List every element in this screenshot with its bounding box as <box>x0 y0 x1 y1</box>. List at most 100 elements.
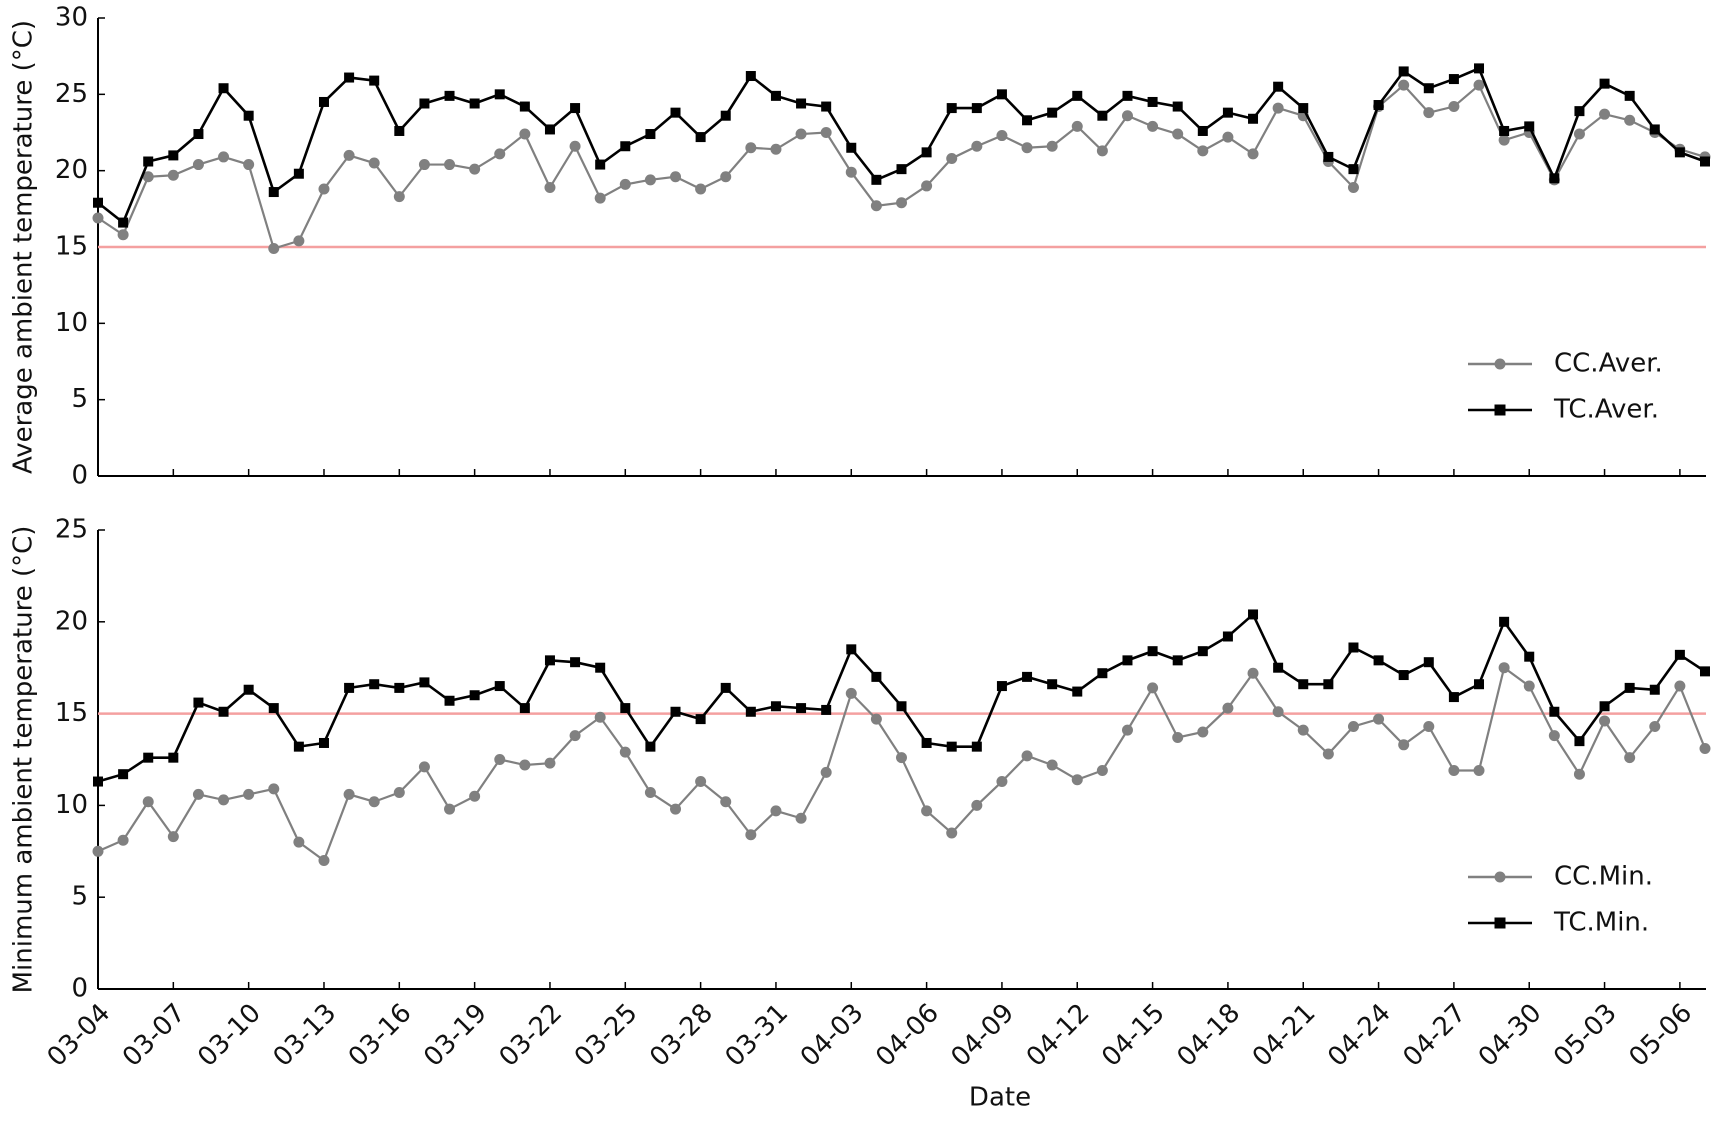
x-tick-label: 03-13 <box>268 998 343 1073</box>
marker <box>243 684 254 695</box>
marker <box>996 776 1008 788</box>
marker <box>1624 752 1636 764</box>
marker <box>594 711 606 723</box>
marker <box>1699 666 1710 677</box>
x-tick-label: 05-03 <box>1548 998 1623 1073</box>
marker <box>1273 662 1284 673</box>
marker <box>293 235 305 247</box>
y-axis-label: Minimum ambient temperature (°C) <box>9 526 39 994</box>
marker <box>946 827 958 839</box>
marker <box>142 171 154 183</box>
marker <box>1624 90 1635 101</box>
marker <box>444 803 456 815</box>
marker <box>92 845 104 857</box>
legend-label: TC.Aver. <box>1553 395 1659 425</box>
marker <box>142 796 154 808</box>
marker <box>1649 720 1661 732</box>
marker <box>1674 649 1685 660</box>
marker <box>921 180 933 192</box>
marker <box>720 110 731 121</box>
marker <box>143 156 154 167</box>
marker <box>770 90 781 101</box>
marker <box>419 98 430 109</box>
y-tick-label: 5 <box>71 882 88 912</box>
marker <box>1373 100 1384 111</box>
marker <box>1172 731 1184 743</box>
marker <box>1448 692 1459 703</box>
y-tick-label: 30 <box>55 3 88 33</box>
x-axis-label: Date <box>969 1083 1031 1113</box>
marker <box>1071 120 1083 132</box>
marker <box>770 805 782 817</box>
marker <box>1494 404 1506 416</box>
marker <box>268 187 279 198</box>
marker <box>796 98 807 109</box>
marker <box>1247 667 1259 679</box>
marker <box>494 681 505 692</box>
marker <box>569 730 581 742</box>
marker <box>695 776 707 788</box>
marker <box>1494 917 1506 929</box>
marker <box>695 714 706 725</box>
marker <box>620 703 631 714</box>
marker <box>1022 115 1033 126</box>
marker <box>820 127 832 138</box>
marker <box>1222 107 1233 118</box>
marker <box>1499 616 1510 627</box>
marker <box>770 143 782 155</box>
marker <box>118 769 129 780</box>
marker <box>670 803 682 815</box>
marker <box>293 741 304 752</box>
marker <box>544 181 556 193</box>
marker <box>168 150 179 161</box>
marker <box>745 142 757 154</box>
marker <box>921 737 932 748</box>
marker <box>469 163 481 175</box>
x-tick-label: 03-31 <box>720 998 795 1073</box>
marker <box>695 132 706 143</box>
marker <box>745 706 756 717</box>
marker <box>1323 679 1334 690</box>
x-tick-label: 03-16 <box>343 998 418 1073</box>
legend-label: CC.Min. <box>1554 862 1653 892</box>
marker <box>1197 726 1209 738</box>
marker <box>1398 66 1409 77</box>
marker <box>1599 108 1611 120</box>
marker <box>1549 173 1560 184</box>
marker <box>1248 609 1259 620</box>
marker <box>167 831 179 843</box>
y-axis-label: Average ambient temperature (°C) <box>9 20 39 474</box>
marker <box>1172 655 1183 666</box>
marker <box>1649 124 1660 135</box>
marker <box>318 854 330 866</box>
marker <box>193 697 204 708</box>
marker <box>1448 765 1460 777</box>
marker <box>1423 107 1435 119</box>
x-tick-label: 03-04 <box>42 998 117 1073</box>
marker <box>1398 670 1409 681</box>
marker <box>1473 79 1485 91</box>
marker <box>494 754 506 765</box>
marker <box>394 125 405 136</box>
marker <box>469 790 481 802</box>
x-tick-label: 04-12 <box>1021 998 1096 1073</box>
y-tick-label: 25 <box>55 79 88 109</box>
marker <box>1222 131 1234 143</box>
marker <box>393 191 405 203</box>
marker <box>1524 651 1535 662</box>
marker <box>218 706 229 717</box>
marker <box>996 130 1008 142</box>
marker <box>544 757 556 769</box>
marker <box>795 128 807 140</box>
marker <box>570 103 581 114</box>
marker <box>895 752 907 764</box>
marker <box>193 129 204 140</box>
marker <box>1121 724 1133 736</box>
marker <box>595 159 606 170</box>
marker <box>1072 686 1083 697</box>
y-tick-label: 20 <box>55 155 88 185</box>
marker <box>544 655 555 666</box>
marker <box>946 741 957 752</box>
marker <box>1097 668 1108 679</box>
marker <box>519 703 530 714</box>
